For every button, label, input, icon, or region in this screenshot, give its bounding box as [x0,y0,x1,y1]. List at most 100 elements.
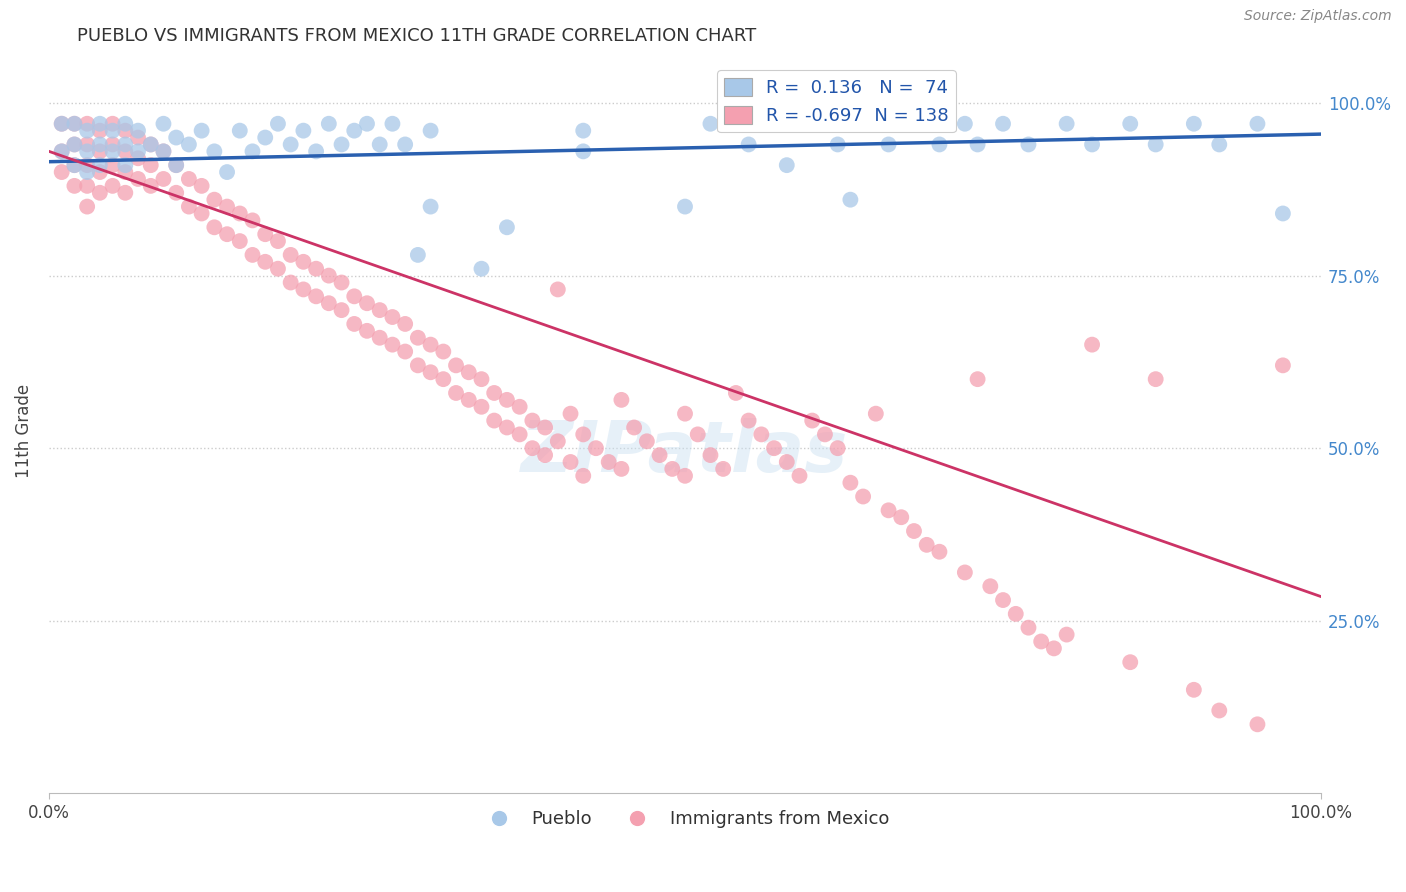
Point [966,372,988,386]
Point [330,276,353,290]
Point [509,400,531,414]
Point [114,137,136,152]
Point [292,123,315,137]
Point [1182,682,1205,697]
Point [63,158,86,172]
Point [547,434,569,449]
Point [101,137,124,152]
Point [114,186,136,200]
Point [101,145,124,159]
Point [229,123,252,137]
Point [737,414,759,428]
Point [432,372,454,386]
Point [865,407,887,421]
Point [165,158,187,172]
Point [444,386,467,401]
Point [381,117,404,131]
Point [648,448,671,462]
Y-axis label: 11th Grade: 11th Grade [15,384,32,478]
Point [280,248,302,262]
Point [215,200,238,214]
Point [1017,621,1039,635]
Point [202,220,225,235]
Point [419,200,441,214]
Point [305,261,328,276]
Point [394,317,416,331]
Point [165,158,187,172]
Point [89,186,111,200]
Point [190,206,212,220]
Point [139,178,162,193]
Point [444,359,467,373]
Point [406,248,429,262]
Point [877,137,900,152]
Point [560,455,582,469]
Point [610,462,633,476]
Point [1056,117,1078,131]
Point [915,538,938,552]
Point [801,414,824,428]
Point [890,510,912,524]
Point [827,137,849,152]
Point [76,117,98,131]
Point [585,441,607,455]
Point [522,414,544,428]
Point [432,344,454,359]
Point [114,123,136,137]
Point [572,123,595,137]
Point [394,137,416,152]
Point [101,117,124,131]
Point [63,137,86,152]
Point [419,337,441,351]
Point [267,234,290,248]
Point [89,165,111,179]
Point [165,186,187,200]
Point [202,193,225,207]
Text: PUEBLO VS IMMIGRANTS FROM MEXICO 11TH GRADE CORRELATION CHART: PUEBLO VS IMMIGRANTS FROM MEXICO 11TH GR… [77,27,756,45]
Point [177,200,200,214]
Point [865,117,887,131]
Point [814,427,837,442]
Point [242,248,264,262]
Point [63,158,86,172]
Point [509,427,531,442]
Point [953,117,976,131]
Point [215,165,238,179]
Point [789,468,811,483]
Point [190,178,212,193]
Point [534,420,557,434]
Point [318,117,340,131]
Point [839,193,862,207]
Point [280,276,302,290]
Point [101,123,124,137]
Point [139,137,162,152]
Point [1119,655,1142,669]
Point [190,123,212,137]
Point [356,296,378,310]
Point [76,137,98,152]
Point [560,407,582,421]
Point [890,117,912,131]
Point [139,158,162,172]
Point [572,145,595,159]
Point [381,310,404,324]
Point [482,386,505,401]
Point [406,359,429,373]
Point [1144,137,1167,152]
Point [89,158,111,172]
Point [610,392,633,407]
Point [76,158,98,172]
Point [737,137,759,152]
Point [1043,641,1066,656]
Point [496,392,519,407]
Point [966,137,988,152]
Point [496,420,519,434]
Point [572,468,595,483]
Point [76,123,98,137]
Point [1208,704,1230,718]
Point [305,289,328,303]
Point [229,206,252,220]
Point [267,261,290,276]
Point [76,200,98,214]
Point [776,158,799,172]
